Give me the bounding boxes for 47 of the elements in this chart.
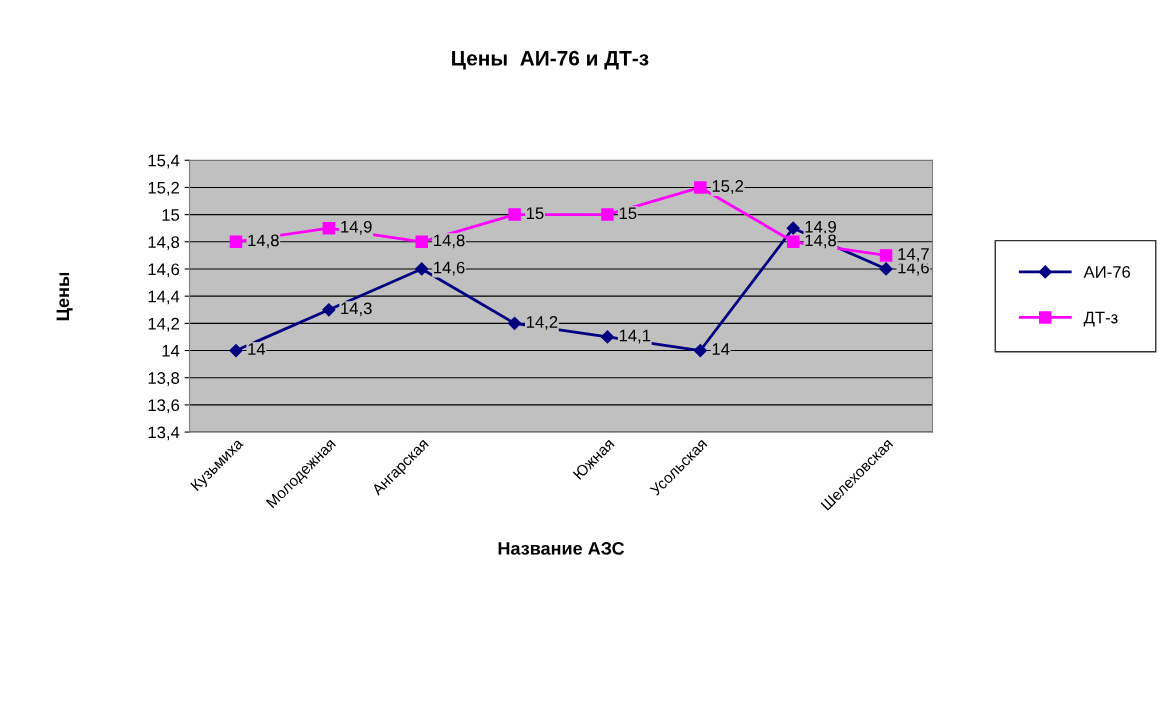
data-label: 14,3 [341, 302, 372, 317]
legend-label: ДТ-з [1083, 311, 1118, 327]
data-label: 14,8 [805, 234, 837, 249]
point [693, 343, 707, 358]
y-tick-label: 14,6 [148, 263, 180, 278]
legend-label: АИ-76 [1083, 266, 1131, 278]
y-tick-label: 14,2 [148, 317, 179, 332]
data-label: 15,2 [712, 180, 744, 194]
point [786, 235, 800, 249]
y-tick-label: 13,8 [148, 372, 180, 386]
point [415, 235, 428, 249]
data-label: 14,9 [805, 220, 836, 235]
point [507, 316, 522, 330]
point [508, 208, 521, 221]
data-label: 14,8 [248, 234, 279, 249]
data-label: 14,1 [619, 329, 651, 344]
point [879, 262, 893, 276]
data-label: 15 [526, 207, 544, 220]
point [694, 181, 707, 194]
point [786, 221, 800, 235]
point [322, 221, 336, 235]
y-tick-label: 15 [162, 209, 180, 221]
y-tick-label: 14,8 [148, 236, 180, 250]
data-label: 15 [619, 207, 637, 220]
point [229, 343, 243, 358]
data-label: 14,7 [898, 248, 929, 262]
x-axis-title: Название АЗС [498, 542, 625, 555]
data-label: 14 [248, 343, 266, 355]
data-label: 14,2 [526, 316, 558, 330]
data-label: 14,9 [341, 220, 372, 235]
point [879, 249, 893, 262]
y-tick-label: 13,6 [148, 399, 180, 414]
point [322, 303, 336, 317]
y-tick-label: 15,4 [148, 154, 180, 169]
point [601, 208, 614, 221]
y-axis-title: Цены [56, 272, 73, 321]
y-tick-label: 15,2 [148, 181, 179, 196]
y-tick-label: 14,4 [148, 290, 180, 305]
point [600, 330, 615, 344]
point [415, 262, 429, 276]
y-tick-label: 13,4 [148, 426, 180, 441]
data-label: 14,8 [434, 234, 465, 249]
data-label: 14 [712, 343, 730, 355]
chart-title: Цены АИ-76 и ДТ-з [452, 50, 649, 70]
y-tick-label: 14 [162, 345, 180, 357]
point [229, 235, 243, 249]
data-label: 14,6 [434, 261, 465, 276]
